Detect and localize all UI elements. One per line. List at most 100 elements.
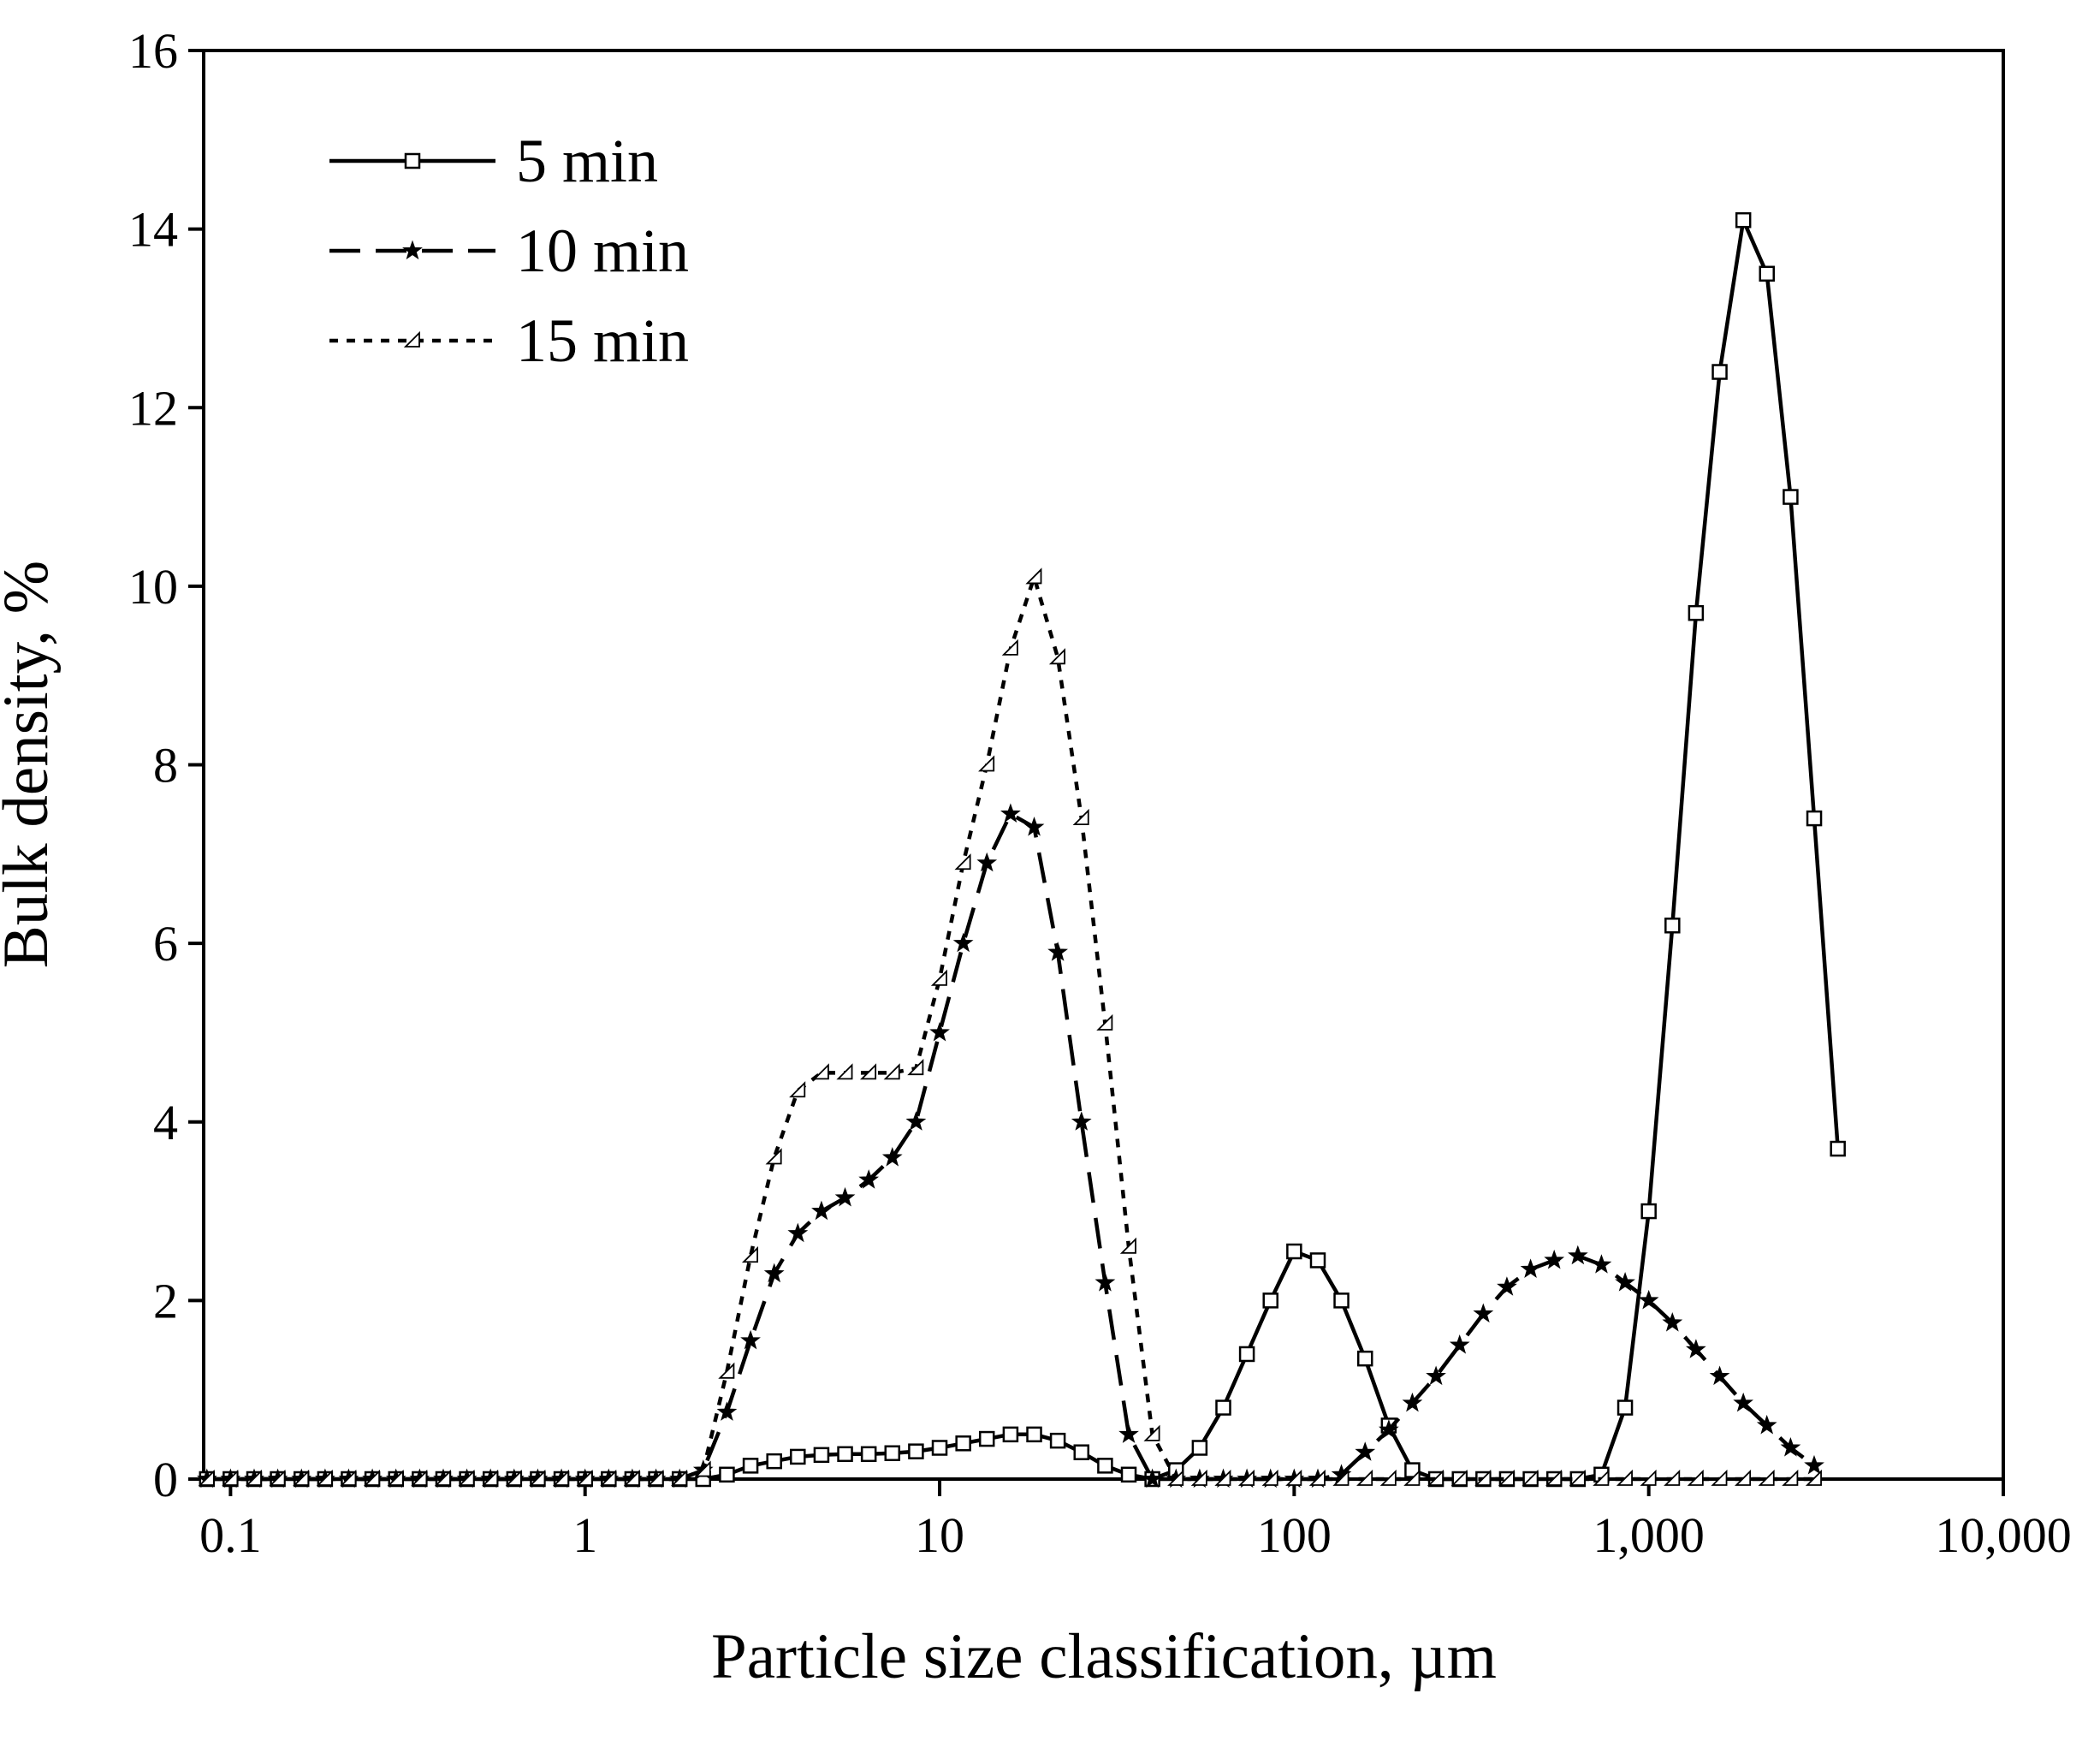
marker (1427, 1469, 1444, 1486)
marker (269, 1469, 286, 1486)
marker (1709, 1365, 1730, 1386)
marker (766, 1453, 782, 1470)
marker (1616, 1469, 1633, 1486)
marker (1780, 1437, 1801, 1457)
marker (1309, 1252, 1326, 1269)
marker (1025, 567, 1042, 585)
marker (411, 1469, 428, 1486)
marker (1640, 1469, 1657, 1486)
marker (1545, 1469, 1563, 1486)
marker (576, 1469, 593, 1486)
x-axis-title: Particle size classification, µm (711, 1621, 1497, 1692)
legend-label: 10 min (516, 217, 689, 285)
x-tick-label: 10 (915, 1507, 964, 1563)
marker (1497, 1276, 1517, 1296)
marker (198, 1469, 215, 1486)
marker (647, 1469, 664, 1486)
x-tick-label: 1 (572, 1507, 597, 1563)
y-tick-label: 16 (128, 23, 178, 79)
marker (763, 1263, 785, 1283)
y-tick-label: 0 (153, 1452, 178, 1507)
marker (1118, 1423, 1139, 1443)
marker (1615, 1272, 1635, 1292)
marker (1569, 1469, 1586, 1486)
marker (883, 1063, 900, 1080)
marker (905, 1111, 927, 1131)
marker (813, 1447, 830, 1464)
marker (694, 1460, 711, 1477)
marker (1023, 817, 1045, 836)
y-axis-title: Bulk density, % (0, 561, 62, 968)
x-tick-label: 100 (1257, 1507, 1332, 1563)
marker (1474, 1469, 1492, 1486)
marker (1568, 1245, 1588, 1265)
series (197, 803, 1824, 1488)
legend-marker (403, 330, 420, 348)
marker (1733, 1392, 1753, 1412)
marker (1308, 1469, 1326, 1486)
marker (881, 1147, 903, 1167)
marker (1190, 1469, 1207, 1486)
marker (222, 1469, 239, 1486)
marker (1237, 1469, 1255, 1486)
marker (1617, 1399, 1634, 1416)
marker (316, 1469, 333, 1486)
marker (458, 1469, 475, 1486)
marker (1048, 648, 1065, 665)
x-tick-label: 0.1 (199, 1507, 262, 1563)
marker (952, 932, 974, 953)
marker (1261, 1469, 1278, 1486)
marker (1544, 1249, 1565, 1269)
marker (1356, 1350, 1373, 1367)
marker (1071, 1111, 1092, 1131)
x-tick-label: 1,000 (1593, 1507, 1705, 1563)
marker (789, 1081, 806, 1098)
marker (907, 1058, 924, 1076)
marker (1332, 1469, 1350, 1486)
marker (742, 1458, 759, 1474)
marker (482, 1469, 499, 1486)
marker (1191, 1440, 1208, 1456)
marker (1640, 1203, 1657, 1220)
marker (1782, 1469, 1799, 1486)
marker (741, 1246, 758, 1263)
marker (1097, 1458, 1113, 1474)
marker (740, 1329, 761, 1350)
marker (1805, 1469, 1822, 1486)
marker (859, 1063, 877, 1080)
marker (1094, 1271, 1116, 1292)
marker (978, 755, 995, 772)
marker (434, 1469, 451, 1486)
marker (1522, 1469, 1539, 1486)
marker (1049, 1432, 1066, 1449)
y-tick-label: 2 (153, 1273, 178, 1328)
marker (1759, 265, 1775, 282)
marker (1073, 1444, 1090, 1460)
legend-marker (402, 240, 423, 260)
y-tick-label: 12 (128, 380, 178, 436)
marker (293, 1469, 310, 1486)
marker (1403, 1469, 1421, 1486)
series-line (206, 213, 1840, 1482)
y-tick-label: 8 (153, 738, 178, 793)
marker (1143, 1424, 1160, 1441)
marker (1450, 1469, 1468, 1486)
y-tick-label: 10 (128, 559, 178, 615)
marker (1142, 1468, 1163, 1488)
marker (1355, 1441, 1376, 1461)
marker (1473, 1303, 1494, 1323)
marker (1402, 1392, 1423, 1412)
marker (1215, 1399, 1231, 1416)
marker (340, 1469, 357, 1486)
marker (954, 853, 971, 870)
marker (1120, 1466, 1137, 1483)
marker (1758, 1469, 1775, 1486)
marker (1711, 1469, 1728, 1486)
marker (1002, 1426, 1019, 1443)
marker (387, 1469, 404, 1486)
marker (884, 1445, 901, 1461)
marker (931, 1440, 948, 1456)
y-tick-label: 14 (128, 202, 178, 258)
